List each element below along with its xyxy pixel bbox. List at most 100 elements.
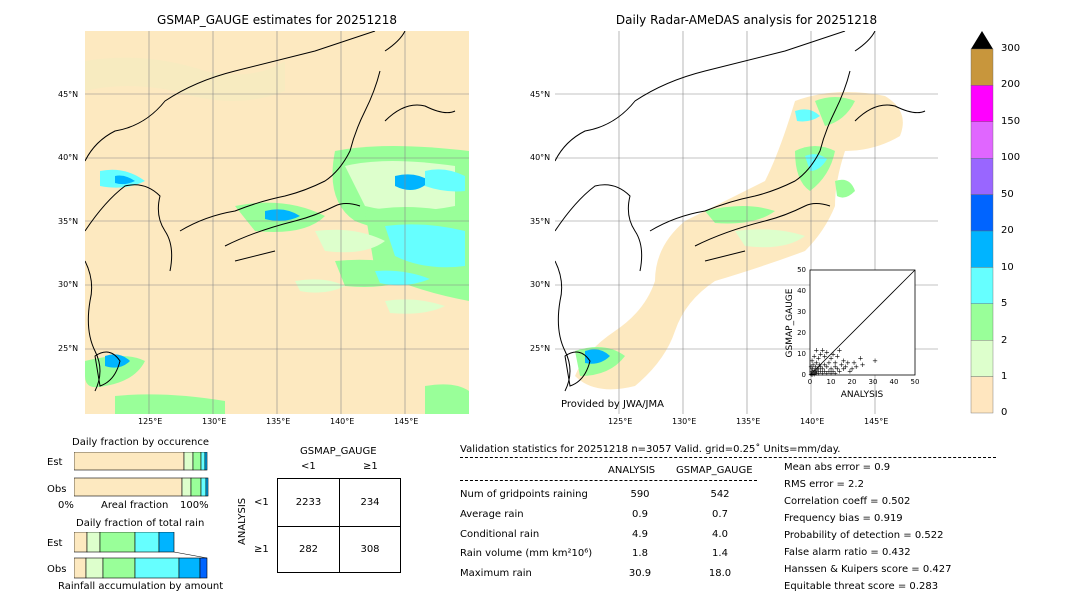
left-lon-130: 130°E: [202, 417, 227, 426]
scatter-point: +: [810, 361, 816, 369]
scatter-point: +: [832, 363, 838, 371]
scatter-point: +: [808, 370, 814, 378]
scatter-point: +: [832, 359, 838, 367]
right-lon-125: 125°E: [608, 417, 633, 426]
scatter-point: +: [826, 359, 832, 367]
left-map-rain-patches: [85, 57, 469, 414]
scatter-point: +: [828, 369, 834, 377]
validation-row-analysis: 4.9: [632, 529, 648, 540]
contingency-cell-fp: 234: [360, 497, 380, 508]
contingency-col-lt: <1: [301, 461, 316, 472]
contingency-cell-fn: 282: [298, 544, 319, 555]
right-map-coastline: [555, 31, 926, 392]
scatter-point: +: [841, 357, 847, 365]
validation-row-gsmap: 18.0: [708, 568, 732, 579]
right-map: ++++++++++++++++++++++++++++++++++++++++…: [555, 31, 938, 414]
occurrence-obs-bar: [74, 477, 209, 497]
colorbar-segment: [970, 121, 994, 159]
scatter-point: +: [830, 367, 836, 375]
scatter-point: +: [809, 357, 815, 365]
colorbar-segment: [970, 194, 994, 232]
occurrence-est-bar: [74, 452, 208, 471]
scatter-point: +: [812, 368, 818, 376]
scatter-point: +: [813, 367, 819, 375]
validation-row-analysis: 0.9: [632, 509, 648, 520]
scatter-point: +: [815, 369, 821, 377]
right-lat-25: 25°N: [530, 344, 551, 353]
contingency-cell-tn: 2233: [295, 497, 322, 508]
contingency-col-ge: ≥1: [363, 461, 378, 472]
right-map-rain-patches: [575, 97, 855, 376]
scatter-ytick-30: 30: [797, 308, 806, 316]
colorbar-label-20: 20: [1001, 225, 1014, 236]
total-rain-est-bar: [74, 532, 175, 553]
scatter-ytick-50: 50: [797, 266, 806, 274]
total-rain-title: Daily fraction of total rain: [76, 518, 205, 529]
left-map: [85, 31, 469, 414]
scatter-point: +: [860, 361, 866, 369]
colorbar-segment: [970, 230, 994, 268]
scatter-point: +: [809, 367, 815, 375]
colorbar-label-0: 0: [1001, 407, 1008, 418]
occurrence-bars: [74, 452, 209, 497]
colorbar-label-1: 1: [1001, 371, 1008, 382]
left-lat-35: 35°N: [58, 217, 79, 226]
scatter-point: +: [820, 369, 826, 377]
validation-header-rule: [460, 457, 996, 458]
validation-row-analysis: 1.8: [632, 548, 648, 559]
right-lon-145: 145°E: [864, 417, 889, 426]
scatter-point: +: [816, 361, 822, 369]
colorbar-segment: [970, 157, 994, 195]
scatter-point: +: [839, 361, 845, 369]
scatter-inset: ++++++++++++++++++++++++++++++++++++++++…: [785, 266, 919, 400]
scatter-xlabel: ANALYSIS: [841, 390, 884, 400]
scatter-xtick-30: 30: [869, 378, 878, 386]
scatter-point: +: [814, 365, 820, 373]
score-rmse: RMS error = 2.2: [784, 479, 864, 490]
scatter-point: +: [872, 357, 878, 365]
contingency-col-title: GSMAP_GAUGE: [300, 446, 377, 457]
scatter-point: +: [830, 351, 836, 359]
scatter-point: +: [813, 359, 819, 367]
scatter-point: +: [826, 367, 832, 375]
map-credit: Provided by JWA/JMA: [561, 399, 664, 410]
scatter-point: +: [832, 369, 838, 377]
left-lon-125: 125°E: [138, 417, 163, 426]
colorbar-label-150: 150: [1001, 116, 1021, 127]
colorbar-label-50: 50: [1001, 189, 1014, 200]
scatter-point: +: [843, 363, 849, 371]
colorbar: [970, 31, 994, 414]
scatter-point: +: [836, 367, 842, 375]
colorbar-extend-triangle: [971, 31, 993, 49]
scatter-ytick-20: 20: [797, 329, 806, 337]
validation-col-analysis: ANALYSIS: [608, 465, 656, 476]
occurrence-axis-left: 0%: [58, 500, 74, 511]
scatter-point: +: [824, 369, 830, 377]
validation-row-gsmap: 542: [710, 489, 730, 500]
score-correlation: Correlation coeff = 0.502: [784, 496, 911, 507]
total-rain-bars: [74, 532, 208, 579]
left-lat-30: 30°N: [58, 280, 79, 289]
scatter-ytick-40: 40: [797, 287, 806, 295]
score-ets: Equitable threat score = 0.283: [784, 581, 939, 592]
scatter-point: +: [836, 346, 842, 354]
validation-row-label: Num of gridpoints raining: [460, 489, 588, 500]
colorbar-segment: [970, 85, 994, 123]
scatter-ytick-10: 10: [797, 350, 806, 358]
total-rain-footer: Rainfall accumulation by amount: [58, 581, 224, 592]
occurrence-axis-right: 100%: [180, 500, 209, 511]
scatter-xtick-50: 50: [911, 378, 920, 386]
scatter-point: +: [815, 355, 821, 363]
colorbar-label-200: 200: [1001, 79, 1021, 90]
scatter-xtick-10: 10: [827, 378, 836, 386]
colorbar-segment: [970, 267, 994, 304]
colorbar-label-10: 10: [1001, 262, 1014, 273]
right-lon-140: 140°E: [800, 417, 825, 426]
scatter-point: +: [818, 363, 824, 371]
scatter-point: +: [813, 369, 819, 377]
validation-row-analysis: 30.9: [628, 568, 652, 579]
scatter-point: +: [811, 370, 817, 378]
contingency-row-ge: ≥1: [254, 544, 269, 555]
colorbar-segment: [970, 303, 994, 341]
colorbar-segments: [970, 48, 994, 414]
